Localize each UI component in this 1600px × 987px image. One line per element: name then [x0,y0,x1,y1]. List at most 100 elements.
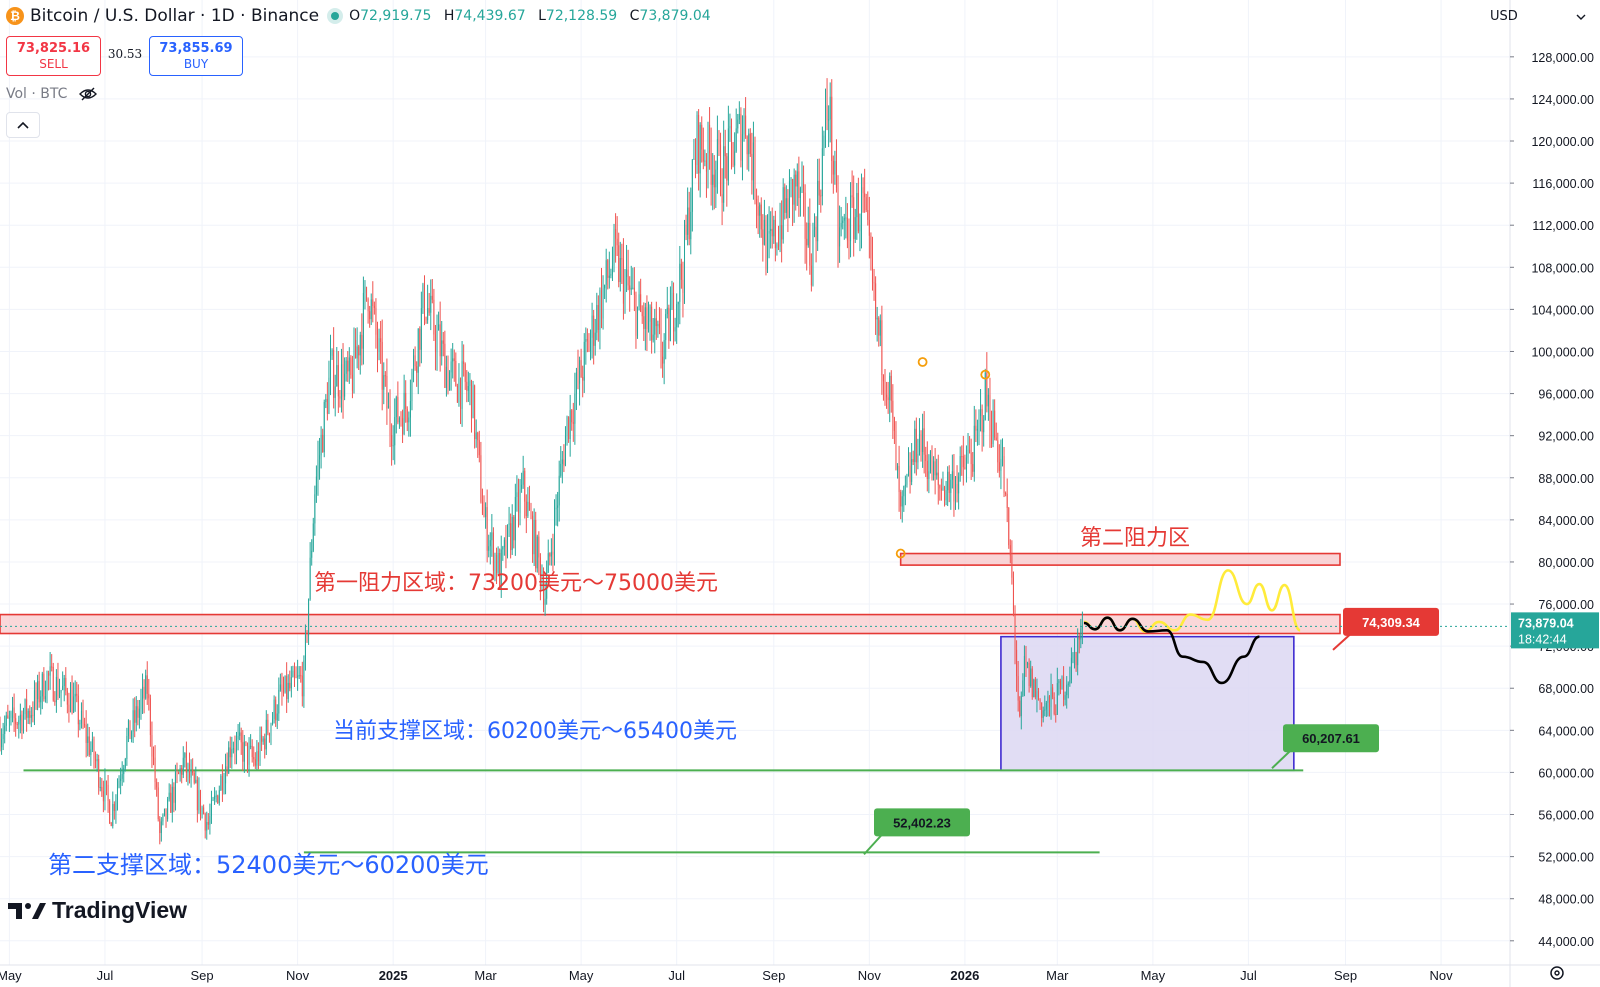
candle [547,539,549,573]
candle-body [552,551,554,555]
candle-body [142,686,144,699]
candle-body [1027,662,1029,665]
candle-body [1016,649,1018,677]
candle-body [673,292,675,332]
eye-off-icon[interactable] [79,87,98,101]
candle-body [824,105,826,136]
candle-body [704,160,706,162]
candle [669,286,671,342]
candle [458,363,460,407]
price-tick-label: 56,000.00 [1538,809,1594,823]
candle [594,318,596,356]
candle-body [146,675,148,694]
candle-body [563,459,565,466]
candle-body [798,171,800,199]
candle-body [107,784,109,801]
candle-body [846,217,848,241]
candle [939,484,941,501]
candle [442,332,444,357]
candle [790,177,792,198]
candle-body [1070,657,1072,681]
candle [826,78,828,131]
candle-body [897,466,899,471]
candle-body [98,758,100,788]
candle [76,681,78,703]
gear-icon-hub [1554,970,1560,976]
candle [522,455,524,489]
candle-body [809,222,811,266]
candle-body [527,501,529,517]
candle-body [77,695,79,725]
candle [782,178,784,244]
candle-body [182,757,184,775]
candle-body [1061,676,1063,690]
candle-body [981,409,983,433]
candle-body [933,461,935,481]
candle [301,661,303,707]
candle-body [622,259,624,304]
marker-circle [917,357,928,367]
candle [1008,506,1010,549]
candle-body [767,233,769,270]
candle [892,384,894,439]
candle [306,630,308,643]
candle-body [640,294,642,312]
candle-body [1080,628,1082,640]
candle [665,309,667,360]
candle-body [878,317,880,336]
candle [767,214,769,274]
candle-body [149,698,151,736]
candle [256,740,258,770]
candle [1080,618,1082,649]
candle-body [522,470,524,485]
candle-body [690,211,692,240]
collapse-legend-button[interactable] [6,112,40,138]
buy-button[interactable]: 73,855.69 BUY [149,36,243,76]
candle [696,111,698,174]
candle-body [256,751,258,766]
candle [815,216,817,263]
candle-body [682,279,684,294]
candle [507,524,509,559]
candle [677,301,679,328]
candle [851,170,853,208]
candle [27,708,29,724]
candle [496,547,498,585]
candle-body [373,305,375,308]
candle [538,531,540,576]
candle-body [831,96,833,161]
candle-body [428,308,430,313]
candle [33,680,35,726]
candle [757,195,759,235]
candle-body [369,311,371,320]
currency-selector[interactable]: USD [1486,2,1594,30]
candle-body [353,340,355,391]
candle-body [644,307,646,329]
symbol-title[interactable]: Bitcoin / U.S. Dollar · 1D · Binance [30,6,320,26]
candle-body [477,432,479,441]
gear-icon[interactable] [1550,966,1564,980]
candle [580,348,582,378]
candle-body [203,807,205,814]
candle [62,671,64,691]
candle-body [417,328,419,373]
candle-body [496,555,498,573]
candle-body [93,738,95,760]
candle-body [134,710,136,723]
candle [994,399,996,441]
candle [944,485,946,507]
candle-body [976,428,978,431]
chevron-down-icon [1576,9,1586,24]
candle [54,691,56,706]
price-tick-label: 68,000.00 [1538,682,1594,696]
candle-body [414,355,416,367]
candle [98,754,100,795]
candle [694,138,696,179]
candle [248,737,250,777]
candle-body [275,699,277,721]
candle [220,774,222,791]
sell-button[interactable]: 73,825.16 SELL [6,36,101,76]
tradingview-logo[interactable]: TradingView [8,897,187,924]
candle [1009,539,1011,564]
